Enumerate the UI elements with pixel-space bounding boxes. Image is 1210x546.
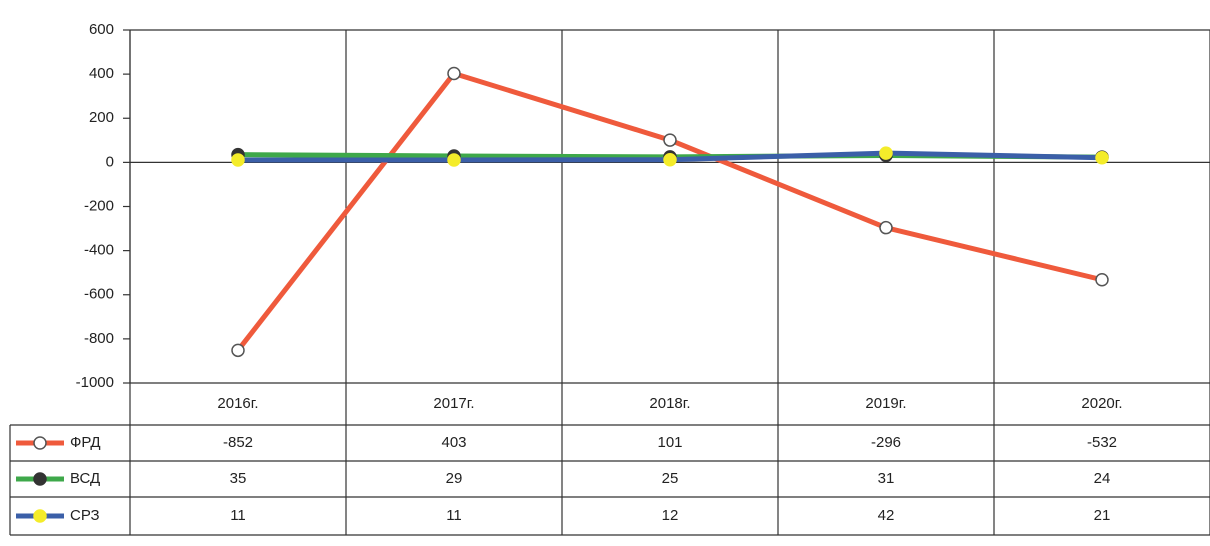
table-value: -532 xyxy=(1087,434,1117,451)
y-tick-label: 600 xyxy=(89,21,114,38)
y-tick-label: 0 xyxy=(106,153,114,170)
legend-marker xyxy=(33,436,47,450)
table-value: -296 xyxy=(871,434,901,451)
x-tick-label: 2020г. xyxy=(1081,395,1122,412)
legend-marker xyxy=(33,472,47,486)
y-tick-label: -400 xyxy=(84,242,114,259)
table-value: 101 xyxy=(657,434,682,451)
y-tick-label: -1000 xyxy=(76,374,114,391)
x-tick-label: 2017г. xyxy=(433,395,474,412)
table-value: -852 xyxy=(223,434,253,451)
legend-label: ФРД xyxy=(70,434,101,451)
data-point xyxy=(663,133,677,147)
x-tick-label: 2016г. xyxy=(217,395,258,412)
table-value: 11 xyxy=(230,507,246,524)
table-value: 31 xyxy=(878,470,895,487)
data-point xyxy=(663,152,677,167)
x-tick-label: 2019г. xyxy=(865,395,906,412)
data-point xyxy=(231,343,245,358)
x-tick-label: 2018г. xyxy=(649,395,690,412)
y-tick-label: 400 xyxy=(89,65,114,82)
table-value: 25 xyxy=(662,470,679,487)
table-value: 11 xyxy=(446,507,462,524)
legend-label: ВСД xyxy=(70,470,100,487)
data-point xyxy=(879,146,893,160)
data-point xyxy=(1095,150,1109,165)
legend-marker xyxy=(33,509,47,523)
table-value: 12 xyxy=(662,507,679,524)
y-tick-label: 200 xyxy=(89,109,114,126)
legend-label: СРЗ xyxy=(70,507,100,524)
y-tick-label: -600 xyxy=(84,286,114,303)
table-value: 42 xyxy=(878,507,895,524)
data-point xyxy=(879,220,893,235)
table-value: 29 xyxy=(446,470,463,487)
table-value: 35 xyxy=(230,470,247,487)
data-point xyxy=(1095,272,1109,287)
y-tick-label: -800 xyxy=(84,330,114,347)
series-line xyxy=(236,70,1103,352)
data-point xyxy=(231,153,245,167)
table-value: 21 xyxy=(1094,507,1111,524)
data-point xyxy=(447,153,461,167)
data-point xyxy=(447,66,461,81)
table-value: 403 xyxy=(441,434,466,451)
table-value: 24 xyxy=(1094,470,1111,487)
y-tick-label: -200 xyxy=(84,197,114,214)
